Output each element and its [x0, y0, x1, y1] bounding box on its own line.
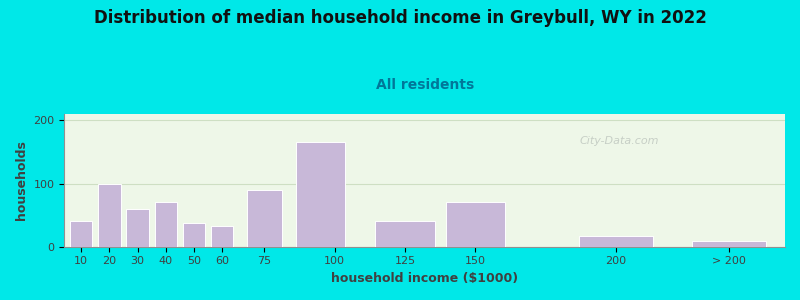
Bar [126, 209, 149, 247]
Bar [296, 142, 346, 247]
Bar [154, 202, 177, 247]
Bar [70, 221, 93, 247]
Bar [182, 223, 205, 247]
X-axis label: household income ($1000): household income ($1000) [331, 272, 518, 285]
Bar [211, 226, 233, 247]
Y-axis label: households: households [15, 140, 28, 220]
Text: City-Data.com: City-Data.com [579, 136, 659, 146]
Bar [691, 241, 766, 247]
Title: All residents: All residents [375, 78, 474, 92]
Bar [579, 236, 654, 247]
Text: Distribution of median household income in Greybull, WY in 2022: Distribution of median household income … [94, 9, 706, 27]
Bar [98, 184, 121, 247]
Bar [375, 221, 434, 247]
Bar [446, 202, 505, 247]
Bar [247, 190, 282, 247]
